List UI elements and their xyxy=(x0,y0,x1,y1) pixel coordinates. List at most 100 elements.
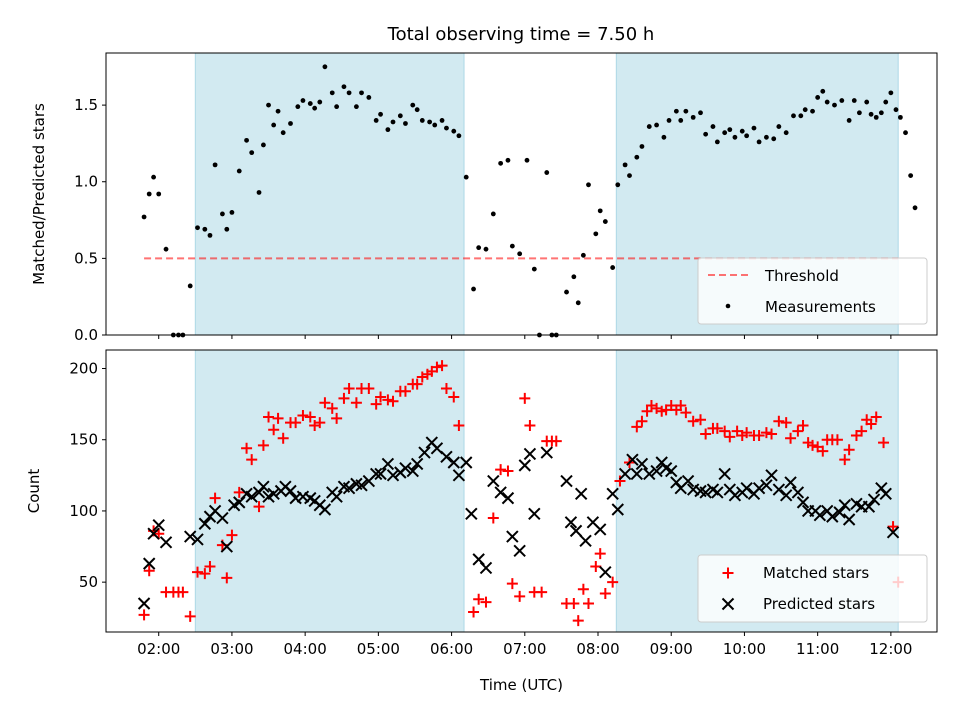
matched-star-point xyxy=(797,419,809,431)
predicted-star-point xyxy=(643,467,656,481)
measurement-point xyxy=(266,102,271,108)
predicted-star-point xyxy=(342,481,356,495)
predicted-star-point xyxy=(220,540,234,553)
predicted-star-point xyxy=(650,464,663,478)
predicted-star-point xyxy=(718,467,731,481)
measurement-point xyxy=(666,118,672,123)
measurement-point xyxy=(634,154,640,160)
measurement-point xyxy=(317,99,323,105)
measurement-point xyxy=(141,214,147,220)
matched-star-point xyxy=(887,521,899,533)
matched-star-point xyxy=(536,586,548,598)
measurement-point xyxy=(463,174,469,180)
matched-star-point xyxy=(856,425,868,437)
y-tick-label: 1.5 xyxy=(74,96,98,114)
matched-star-point xyxy=(724,431,736,443)
measurement-point xyxy=(307,101,313,106)
top-legend: Threshold Measurements xyxy=(697,257,928,325)
predicted-star-point xyxy=(410,457,424,471)
measurement-point xyxy=(683,108,689,114)
predicted-star-point xyxy=(784,476,797,489)
predicted-star-point xyxy=(513,544,526,558)
measurement-point xyxy=(678,118,684,123)
matched-star-point xyxy=(343,382,355,394)
matched-star-point xyxy=(277,432,289,444)
top-x-ticks xyxy=(158,335,892,339)
predicted-star-point xyxy=(487,474,500,488)
measurement-point xyxy=(295,104,301,110)
measurement-point xyxy=(883,99,889,105)
measurement-point xyxy=(815,95,821,100)
predicted-star-point xyxy=(606,487,619,501)
measurement-point xyxy=(385,127,391,133)
measurement-point xyxy=(322,64,328,70)
top-y-axis: 0.0 0.5 1.0 1.5 xyxy=(74,96,106,344)
matched-star-point xyxy=(257,439,269,451)
matched-star-point xyxy=(399,385,411,397)
predicted-star-point xyxy=(406,464,419,478)
legend-label-measurements: Measurements xyxy=(765,298,876,316)
predicted-star-point xyxy=(137,597,151,610)
predicted-star-point xyxy=(618,467,632,481)
matched-star-point xyxy=(375,391,387,403)
measurement-point xyxy=(783,130,789,136)
measurement-point xyxy=(903,130,908,136)
predicted-star-point xyxy=(791,486,805,499)
measurement-point xyxy=(727,127,733,133)
x-tick-label: 12:00 xyxy=(869,640,912,658)
measurement-point xyxy=(764,134,769,140)
matched-star-point xyxy=(582,598,594,610)
predicted-star-point xyxy=(528,507,541,520)
top-legend-box xyxy=(697,257,928,325)
matched-star-point xyxy=(614,475,626,487)
measurement-point xyxy=(897,114,903,120)
matched-star-point xyxy=(760,427,772,439)
predicted-star-point xyxy=(465,507,478,520)
matched-star-point xyxy=(272,412,284,424)
matched-star-point xyxy=(817,445,829,457)
bottom-legend-box xyxy=(697,554,928,623)
matched-star-point xyxy=(448,391,460,403)
measurement-point xyxy=(839,98,845,103)
measurement-point xyxy=(824,99,830,105)
measurement-point xyxy=(346,90,352,96)
predicted-star-point xyxy=(862,500,876,513)
matched-star-point xyxy=(480,596,492,608)
measurement-point xyxy=(832,102,837,108)
matched-star-point xyxy=(387,395,399,407)
predicted-star-point xyxy=(267,487,280,501)
measurement-point xyxy=(908,173,914,179)
matched-star-point xyxy=(524,419,536,431)
matched-star-point xyxy=(766,428,778,440)
predicted-star-point xyxy=(579,534,592,548)
measurement-point xyxy=(249,150,255,156)
measurements-legend-swatch xyxy=(725,303,731,309)
measurement-point xyxy=(288,121,293,126)
measurement-point xyxy=(744,133,750,139)
predicted-star-point xyxy=(418,446,431,459)
measurement-point xyxy=(146,191,152,197)
y-tick-label: 200 xyxy=(69,360,98,378)
measurement-point xyxy=(722,130,728,136)
measurement-point xyxy=(531,266,537,272)
matched-star-point xyxy=(807,439,819,451)
matched-star-point xyxy=(204,560,216,572)
measurement-point xyxy=(414,107,420,113)
matched-star-point xyxy=(297,410,309,422)
matched-star-point xyxy=(326,402,338,414)
measurement-point xyxy=(586,182,591,188)
measurement-point xyxy=(427,119,433,125)
predicted-star-point xyxy=(779,489,793,502)
predicted-star-point xyxy=(879,487,892,501)
predicted-star-point xyxy=(518,459,532,472)
matched-star-point xyxy=(209,492,221,504)
matched-star-point xyxy=(572,615,584,627)
measurement-point xyxy=(893,107,899,113)
predicted-star-point xyxy=(494,486,507,499)
matched-star-point xyxy=(636,415,648,427)
matched-star-point xyxy=(233,486,245,498)
measurement-point xyxy=(878,110,884,116)
matched-star-point xyxy=(153,528,165,540)
matched-star-point xyxy=(382,394,394,406)
